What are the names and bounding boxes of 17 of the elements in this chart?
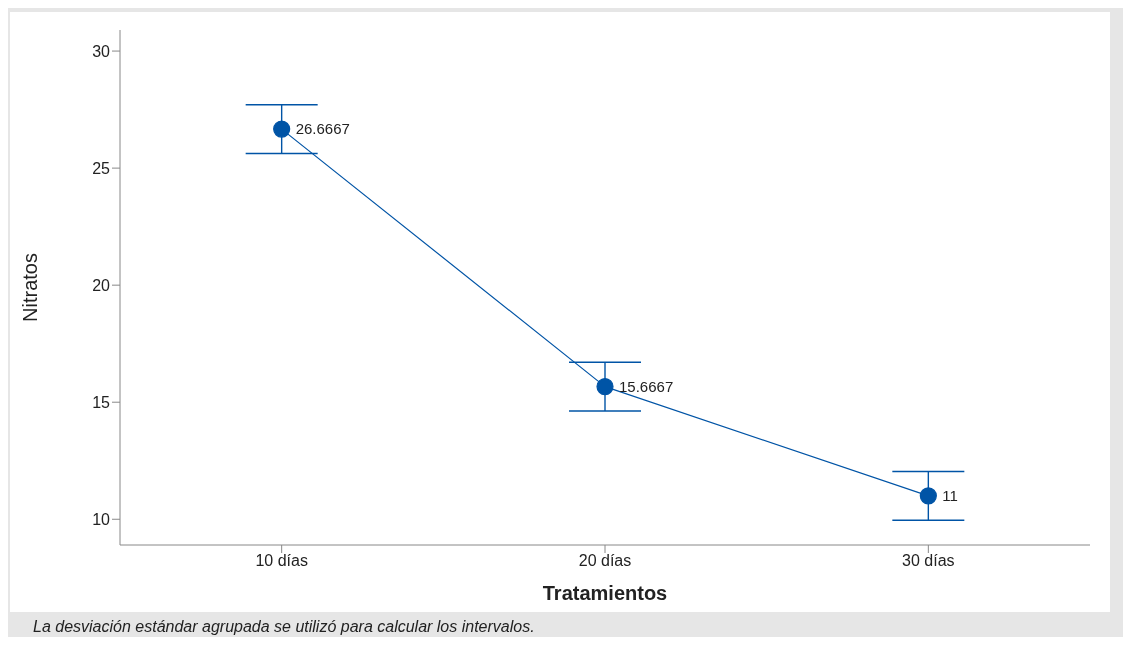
- x-tick-label: 30 días: [902, 552, 955, 570]
- y-axis-title: Nitratos: [19, 253, 42, 322]
- point: [596, 378, 614, 396]
- point: [919, 487, 937, 505]
- x-tick-label: 10 días: [255, 552, 308, 570]
- x-axis-title: Tratamientos: [542, 582, 668, 604]
- text: La desviación estándar agrupada se utilizó para calcular los intervalos.: [33, 618, 535, 636]
- y-tick-label: 30: [92, 42, 111, 60]
- y-tick-label: 25: [92, 159, 111, 177]
- data-label: 15.6667: [619, 377, 674, 395]
- y-tick-label: 10: [92, 510, 111, 528]
- y-tick-label: 20: [92, 276, 111, 294]
- data-label: 26.6667: [295, 120, 350, 138]
- y-tick-label: 15: [92, 393, 111, 411]
- data-label: 11: [942, 487, 958, 505]
- x-tick-label: 20 días: [578, 552, 632, 570]
- point: [273, 120, 291, 138]
